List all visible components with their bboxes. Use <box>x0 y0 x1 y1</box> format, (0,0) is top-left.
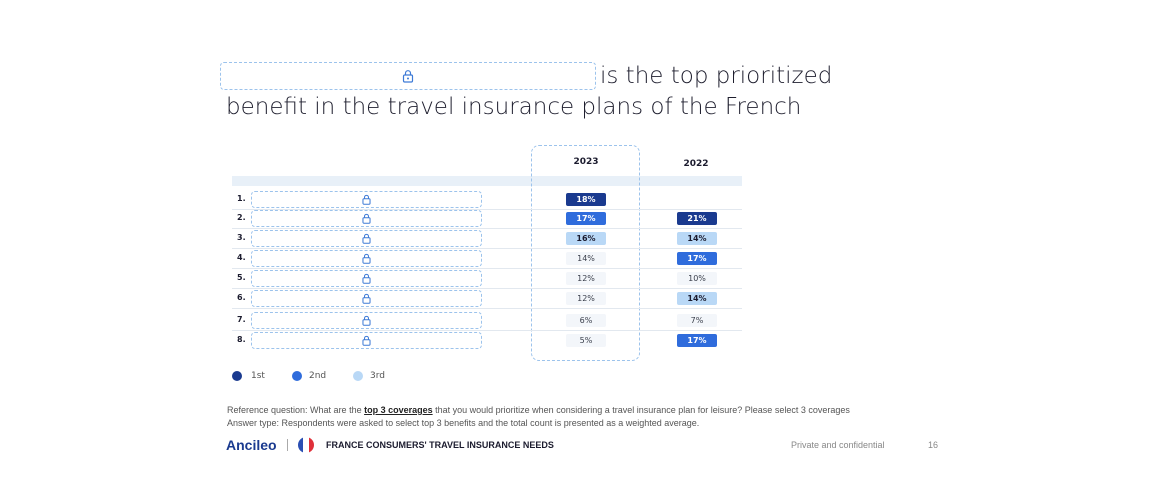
row-divider <box>232 228 742 229</box>
lock-icon <box>361 315 372 326</box>
rank-label: 1. <box>237 194 246 203</box>
rank-label: 5. <box>237 273 246 282</box>
france-flag-icon <box>298 437 314 453</box>
row-divider <box>232 308 742 309</box>
locked-coverage-placeholder <box>251 312 482 329</box>
value-2022: 17% <box>677 334 717 347</box>
lock-icon <box>361 233 372 244</box>
value-2023: 14% <box>566 252 606 265</box>
value-2023: 18% <box>566 193 606 206</box>
table-header-band <box>232 176 742 186</box>
value-2022: 14% <box>677 232 717 245</box>
lock-icon <box>361 293 372 304</box>
rank-label: 3. <box>237 233 246 242</box>
value-2022: 21% <box>677 212 717 225</box>
legend-3rd-label: 3rd <box>370 371 385 381</box>
value-2023: 17% <box>566 212 606 225</box>
row-divider <box>232 330 742 331</box>
reference-question-prefix: Reference question: What are the <box>227 405 365 415</box>
row-divider <box>232 288 742 289</box>
locked-coverage-placeholder <box>251 290 482 307</box>
value-2022: 14% <box>677 292 717 305</box>
legend-2nd-label: 2nd <box>309 371 327 381</box>
report-title: FRANCE CONSUMERS' TRAVEL INSURANCE NEEDS <box>326 440 554 450</box>
lock-icon <box>361 213 372 224</box>
page-number: 16 <box>928 440 939 450</box>
reference-question-suffix: that you would prioritize when consideri… <box>432 405 850 415</box>
legend-2nd-dot <box>292 371 302 381</box>
value-2023: 5% <box>566 334 606 347</box>
row-divider <box>232 248 742 249</box>
value-2023: 12% <box>566 292 606 305</box>
locked-coverage-placeholder <box>251 210 482 227</box>
lock-icon <box>361 253 372 264</box>
rank-label: 8. <box>237 335 246 344</box>
reference-question: Reference question: What are the top 3 c… <box>227 405 850 415</box>
row-divider <box>232 268 742 269</box>
lock-icon <box>361 273 372 284</box>
locked-coverage-placeholder <box>251 332 482 349</box>
value-2023: 12% <box>566 272 606 285</box>
lock-icon <box>361 194 372 205</box>
rank-label: 2. <box>237 213 246 222</box>
lock-icon <box>361 335 372 346</box>
lock-icon <box>401 69 415 83</box>
legend-3rd-dot <box>353 371 363 381</box>
rank-label: 4. <box>237 253 246 262</box>
legend-1st-dot <box>232 371 242 381</box>
value-2022: 10% <box>677 272 717 285</box>
locked-coverage-placeholder <box>251 191 482 208</box>
rank-label: 7. <box>237 315 246 324</box>
title-line-2: benefit in the travel insurance plans of… <box>226 94 802 120</box>
footer-divider <box>287 439 288 451</box>
brand-logo: Ancileo <box>226 437 277 453</box>
year-2023-highlight <box>531 145 640 361</box>
title-line-1: is the top prioritized <box>600 63 833 89</box>
value-2023: 6% <box>566 314 606 327</box>
locked-coverage-placeholder <box>251 250 482 267</box>
row-divider <box>232 209 742 210</box>
reference-question-emphasis: top 3 coverages <box>364 405 433 415</box>
answer-type: Answer type: Respondents were asked to s… <box>227 418 700 428</box>
column-header-2023: 2023 <box>573 157 599 167</box>
column-header-2022: 2022 <box>683 159 709 169</box>
legend: 1st 2nd 3rd <box>232 370 432 384</box>
rank-label: 6. <box>237 293 246 302</box>
value-2022: 7% <box>677 314 717 327</box>
locked-coverage-placeholder <box>251 230 482 247</box>
locked-title-placeholder <box>220 62 596 90</box>
locked-coverage-placeholder <box>251 270 482 287</box>
value-2022: 17% <box>677 252 717 265</box>
value-2023: 16% <box>566 232 606 245</box>
confidential-label: Private and confidential <box>791 440 885 450</box>
legend-1st-label: 1st <box>251 371 265 381</box>
